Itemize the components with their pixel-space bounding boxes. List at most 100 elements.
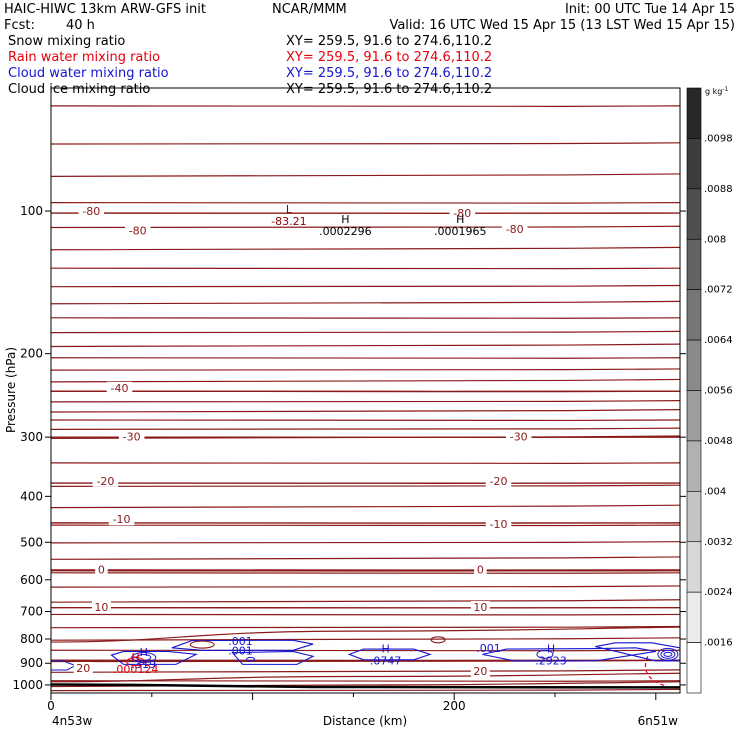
plot-labels: -80 -80 -80 -80 -40 -30 -30 -20 -20 -10 -10 0 0 10 10 2… [73,203,567,678]
isotherm-label-background [470,601,490,614]
temperature-contour [51,201,680,204]
isotherm-label: -80 [506,223,524,236]
extremum-marker: H [547,642,555,655]
temperature-contour [51,541,680,544]
temperature-contour [51,599,680,603]
colorbar-tick-label: .0056 [704,386,733,397]
colorbar-tick-label: .0088 [704,184,733,195]
temperature-contour-labeled [51,568,680,572]
isotherm-label: -10 [490,518,508,531]
isotherm-label: -40 [111,382,129,395]
extremum-marker: H [341,213,349,226]
plot-area [51,105,680,692]
y-axis-tick-label: 500 [20,535,43,549]
cloud-water-contour [536,649,554,659]
field-xy-cloud-water: XY= 259.5, 91.6 to 274.6,110.2 [286,66,492,81]
field-xy-snow: XY= 259.5, 91.6 to 274.6,110.2 [286,34,492,49]
colorbar-tick-label: .008 [704,234,726,245]
temperature-contour [51,427,680,430]
colorbar-segment [686,339,702,391]
cloud-water-contour [131,651,157,663]
isotherm-label-background [73,661,93,674]
isotherm-label-background [485,474,512,487]
isotherm-label: -80 [129,225,147,238]
cloud-water-contour [347,648,432,661]
temperature-contour [51,105,680,107]
isotherm-label-background [118,430,145,443]
colorbar-segment [686,491,702,543]
temperature-contour-labeled [51,521,680,524]
extremum-marker: L [286,203,293,216]
y-axis-tick-label: 400 [20,489,43,503]
x-axis-left-location: 4n53w [52,714,93,728]
extremum-marker: H [132,651,140,664]
x-axis: 0 200 [47,693,657,713]
temperature-contour [51,637,680,641]
colorbar-segment [686,188,702,240]
isotherm-label-background [474,563,487,576]
isotherm-label-background [106,381,133,394]
cloud-water-contour [482,647,656,662]
organization-label: NCAR/MMM [272,2,347,17]
colorbar-tick-label: .004 [704,486,726,497]
cloud-water-contour [595,642,680,662]
extremum-marker: H [382,642,390,655]
cloud-water-contour [663,651,673,657]
y-axis-title: Pressure (hPa) [4,347,18,433]
y-axis-tick-label: 300 [20,430,43,444]
cloud-water-label: .001 [228,635,253,648]
model-title: HAIC-HIWC 13km ARW-GFS init [4,2,206,17]
temperature-contour [51,613,680,616]
isotherm-label: 0 [477,564,484,577]
temperature-contour [51,142,680,145]
temperature-contour [51,316,680,319]
temperature-contour [51,524,680,527]
isotherm-label: -10 [113,513,131,526]
isotherm-label: 20 [76,662,90,675]
colorbar-segment [686,541,702,593]
isotherm-label-background [485,518,512,531]
isotherm-label-background [470,664,490,677]
temperature-contour-labeled [51,606,680,609]
colorbar-segment [686,591,702,643]
extremum-value: .2923 [535,654,567,667]
temperature-contour [51,330,680,334]
extremum-marker: H [140,646,148,659]
colorbar-segment [686,440,702,492]
temperature-contour [51,669,680,673]
temperature-contour [51,267,680,270]
colorbar-segment [686,238,702,290]
colorbar-tick-label: .0064 [704,335,733,346]
temperature-contour [51,284,680,288]
colorbar-segment [686,289,702,341]
cloud-water-contour [171,639,314,651]
cloud-water-label: .001 [228,644,253,657]
isotherm-label: -30 [123,430,141,443]
colorbar-tick-label: .0072 [704,285,733,296]
extremum-value: .0001965 [434,225,487,238]
colorbar-tick-label: .0048 [704,436,733,447]
temperature-contour [51,462,680,464]
y-axis-tick-label: 600 [20,573,43,587]
isotherm-label-background [108,513,135,526]
y-axis-tick-label: 700 [20,605,43,619]
temperature-contour [51,173,680,177]
isotherm-label-background [92,474,119,487]
isotherm-label-background [124,224,151,237]
isotherm-label: 0 [98,564,105,577]
cloud-water-contour [136,653,152,661]
x-axis-tick-label: 200 [443,699,466,713]
extremum-value: .0002296 [319,225,372,238]
isotherm-label-background [501,222,528,235]
isotherm-label: 20 [473,665,487,678]
figure-header: HAIC-HIWC 13km ARW-GFS init NCAR/MMM Ini… [4,2,735,97]
temperature-contour [51,672,680,683]
y-axis-tick-label: 900 [20,656,43,670]
temperature-contour [51,556,680,560]
temperature-contour-labeled [51,390,680,393]
field-name-cloud-ice: Cloud ice mixing ratio [8,82,150,97]
cloud-water-contour [51,660,77,671]
isotherm-label: 10 [473,601,487,614]
